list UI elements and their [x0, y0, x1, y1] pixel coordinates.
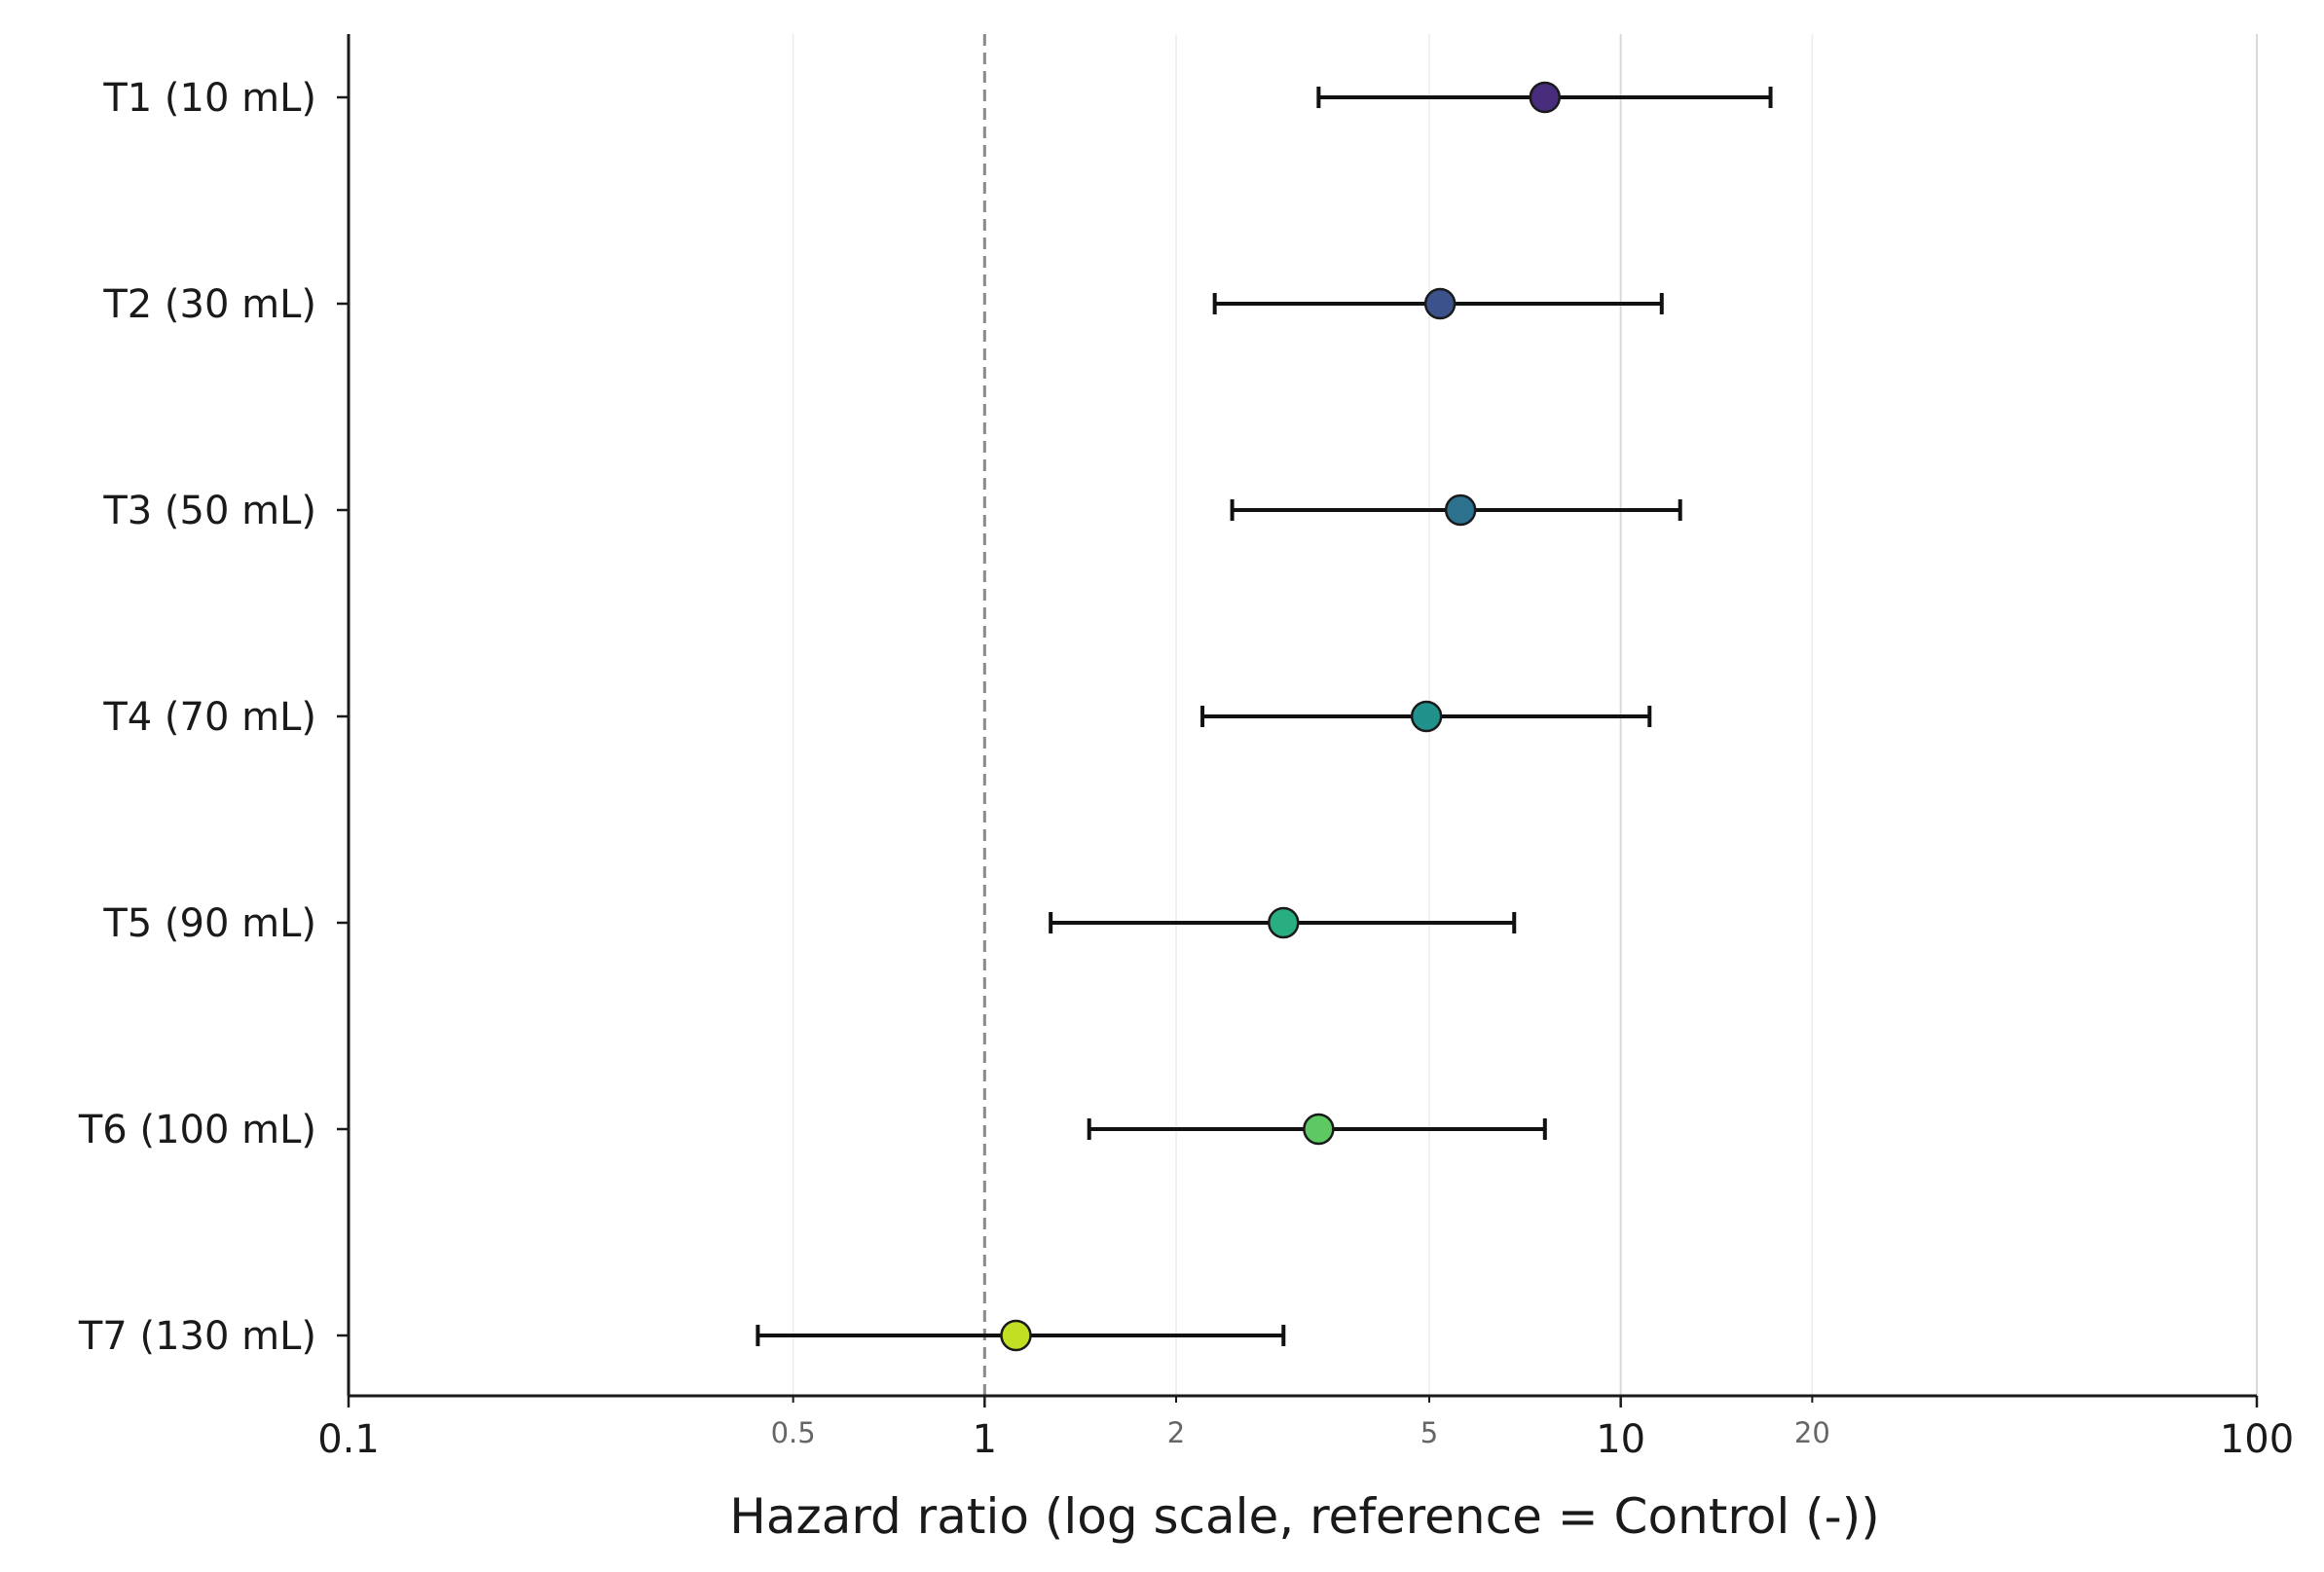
x-axis-title: Hazard ratio (log scale, reference = Con…: [729, 1488, 1879, 1545]
category-label: T2 (30 mL): [102, 282, 316, 327]
hr-point: [1423, 287, 1457, 320]
x-tick-label: 0.1: [317, 1417, 380, 1462]
hr-point: [1444, 494, 1477, 527]
category-label: T6 (100 mL): [78, 1108, 316, 1152]
x-tick-label: 10: [1596, 1417, 1645, 1462]
data-marks: [756, 81, 1773, 1352]
hr-point: [1303, 1113, 1335, 1146]
x-tick-label: 1: [973, 1417, 997, 1462]
x-axis-ticks: 0.1 1 10 100 0.5 2 5 20: [317, 1396, 2294, 1462]
axes: [337, 34, 2257, 1398]
category-label: T7 (130 mL): [78, 1314, 316, 1359]
hr-point: [1410, 700, 1443, 733]
hr-point: [1000, 1319, 1032, 1352]
hr-point: [1529, 81, 1562, 114]
hr-point: [1268, 906, 1300, 939]
category-label: T1 (10 mL): [102, 76, 316, 121]
category-label: T3 (50 mL): [102, 489, 316, 533]
x-minor-tick-label: 5: [1420, 1416, 1438, 1449]
category-label: T4 (70 mL): [102, 695, 316, 740]
category-labels: T1 (10 mL) T2 (30 mL) T3 (50 mL) T4 (70 mL)…: [78, 76, 316, 1359]
x-minor-tick-label: 0.5: [771, 1416, 816, 1449]
x-tick-label: 100: [2220, 1417, 2294, 1462]
x-minor-tick-label: 20: [1794, 1416, 1830, 1449]
category-label: T5 (90 mL): [102, 901, 316, 946]
x-minor-tick-label: 2: [1167, 1416, 1185, 1449]
